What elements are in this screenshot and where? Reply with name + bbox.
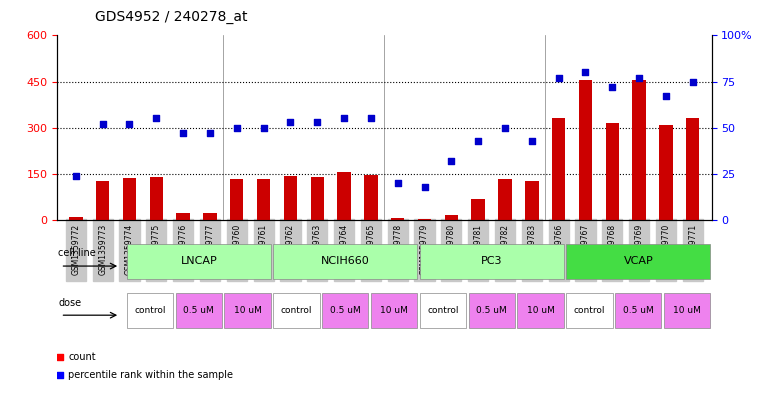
Text: 0.5 uM: 0.5 uM (476, 306, 507, 315)
Text: LNCAP: LNCAP (180, 256, 217, 266)
Bar (469, 293, 515, 328)
Point (579, 69, 591, 75)
Bar (284, 176, 297, 220)
Bar (123, 178, 136, 220)
Bar (552, 118, 565, 220)
Text: NCIH660: NCIH660 (321, 256, 370, 266)
Bar (96, 181, 110, 220)
Bar (579, 80, 592, 220)
Point (419, 184, 431, 190)
Bar (472, 198, 485, 220)
Bar (224, 293, 271, 328)
Point (177, 130, 189, 136)
Point (54, 354, 66, 360)
Text: control: control (281, 306, 312, 315)
Text: 10 uM: 10 uM (380, 306, 408, 315)
Text: count: count (68, 352, 96, 362)
Point (445, 158, 457, 164)
Bar (127, 293, 174, 328)
Bar (420, 244, 564, 279)
Bar (444, 215, 458, 220)
Bar (127, 244, 271, 279)
Text: 10 uM: 10 uM (234, 306, 262, 315)
Bar (176, 293, 222, 328)
Point (392, 180, 404, 186)
Point (633, 75, 645, 81)
Bar (566, 244, 710, 279)
Bar (420, 293, 466, 328)
Bar (273, 293, 320, 328)
Bar (632, 80, 646, 220)
Bar (566, 293, 613, 328)
Point (285, 119, 297, 125)
Point (123, 121, 135, 127)
Bar (659, 125, 673, 220)
Bar (273, 244, 417, 279)
Point (311, 119, 323, 125)
Point (70, 173, 82, 179)
Point (686, 79, 699, 85)
Point (231, 125, 243, 131)
Text: 0.5 uM: 0.5 uM (330, 306, 361, 315)
Point (660, 93, 672, 99)
Bar (322, 293, 368, 328)
Bar (177, 213, 189, 220)
Point (607, 84, 619, 90)
Point (338, 116, 350, 122)
Bar (615, 293, 661, 328)
Bar (664, 293, 710, 328)
Text: dose: dose (59, 298, 81, 308)
Bar (517, 293, 564, 328)
Text: 0.5 uM: 0.5 uM (623, 306, 654, 315)
Text: VCAP: VCAP (623, 256, 653, 266)
Point (526, 138, 538, 144)
Text: control: control (134, 306, 166, 315)
Bar (337, 173, 351, 220)
Point (472, 138, 484, 144)
Point (97, 121, 109, 127)
Point (552, 75, 565, 81)
Text: cell line: cell line (59, 248, 96, 259)
Bar (365, 174, 377, 220)
Point (257, 125, 269, 131)
Bar (498, 180, 511, 220)
Bar (686, 118, 699, 220)
Bar (391, 218, 404, 220)
Text: control: control (427, 306, 459, 315)
Text: 10 uM: 10 uM (527, 306, 555, 315)
Bar (150, 177, 163, 220)
Text: PC3: PC3 (481, 256, 502, 266)
Text: percentile rank within the sample: percentile rank within the sample (68, 370, 234, 380)
Bar (310, 177, 324, 220)
Text: 0.5 uM: 0.5 uM (183, 306, 214, 315)
Point (150, 116, 162, 122)
Text: control: control (574, 306, 605, 315)
Bar (203, 213, 217, 220)
Point (365, 116, 377, 122)
Bar (69, 217, 82, 220)
Bar (606, 123, 619, 220)
Point (499, 125, 511, 131)
Bar (257, 180, 270, 220)
Text: 10 uM: 10 uM (673, 306, 701, 315)
Bar (371, 293, 417, 328)
Text: GDS4952 / 240278_at: GDS4952 / 240278_at (95, 10, 247, 24)
Bar (230, 178, 244, 220)
Bar (418, 219, 431, 220)
Point (204, 130, 216, 136)
Point (54, 372, 66, 378)
Bar (525, 181, 539, 220)
